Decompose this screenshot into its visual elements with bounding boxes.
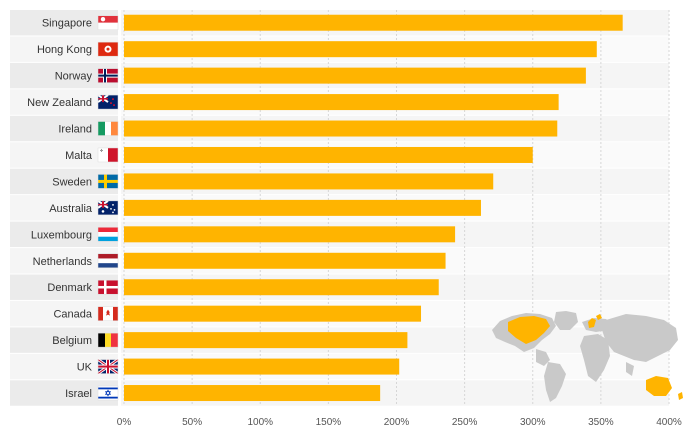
- bar: [124, 94, 559, 111]
- bars: [124, 14, 623, 402]
- norway-flag-icon: [97, 68, 119, 83]
- hong-kong-flag-icon: [97, 41, 119, 57]
- bar: [124, 14, 623, 31]
- singapore-flag-icon: [97, 15, 119, 30]
- bar: [124, 146, 533, 163]
- category-label: New Zealand: [27, 97, 92, 109]
- uk-flag-icon: [97, 358, 119, 375]
- category-label: Sweden: [52, 176, 92, 188]
- bar: [124, 332, 408, 349]
- category-label: Israel: [65, 388, 92, 400]
- x-tick-label: 350%: [588, 417, 614, 428]
- category-label: Denmark: [47, 282, 92, 294]
- bar: [124, 41, 597, 58]
- category-label: Ireland: [58, 124, 92, 136]
- x-tick-label: 0%: [117, 417, 132, 428]
- x-axis-ticks: 0% 50% 100% 150% 200% 250% 300% 350% 400%: [117, 417, 682, 428]
- israel-flag-icon: [97, 385, 119, 401]
- category-label: Malta: [65, 150, 93, 162]
- bar: [124, 358, 400, 375]
- country-flags: [97, 15, 119, 401]
- category-label: Belgium: [52, 335, 92, 347]
- bar: [124, 305, 422, 322]
- bar: [124, 67, 586, 84]
- category-label: Singapore: [42, 18, 92, 30]
- x-tick-label: 50%: [182, 417, 202, 428]
- belgium-flag-icon: [97, 332, 119, 348]
- new-zealand-flag-icon: [97, 94, 119, 110]
- bar: [124, 226, 456, 243]
- category-label: Canada: [53, 309, 92, 321]
- category-label: Netherlands: [33, 256, 93, 268]
- x-tick-label: 250%: [452, 417, 478, 428]
- netherlands-flag-icon: [97, 253, 119, 269]
- x-tick-label: 150%: [316, 417, 342, 428]
- category-label: Australia: [49, 203, 93, 215]
- bar: [124, 173, 494, 190]
- world-map-icon: [492, 311, 683, 402]
- bar: [124, 279, 439, 296]
- category-labels: Singapore Hong Kong Norway New Zealand Irela…: [27, 18, 93, 400]
- sweden-flag-icon: [97, 174, 119, 189]
- bar: [124, 120, 558, 137]
- malta-flag-icon: [97, 147, 119, 163]
- ireland-flag-icon: [97, 121, 119, 136]
- bar: [124, 252, 446, 269]
- denmark-flag-icon: [97, 279, 119, 295]
- bar: [124, 199, 481, 216]
- x-tick-label: 200%: [384, 417, 410, 428]
- category-label: UK: [77, 362, 93, 374]
- x-tick-label: 300%: [520, 417, 546, 428]
- x-tick-label: 100%: [247, 417, 273, 428]
- canada-flag-icon: [97, 306, 119, 321]
- category-label: Luxembourg: [31, 229, 92, 241]
- bar: [124, 385, 381, 402]
- x-tick-label: 400%: [656, 417, 682, 428]
- australia-flag-icon: [97, 200, 119, 216]
- category-label: Hong Kong: [37, 44, 92, 56]
- luxembourg-flag-icon: [97, 227, 119, 242]
- category-label: Norway: [55, 71, 93, 83]
